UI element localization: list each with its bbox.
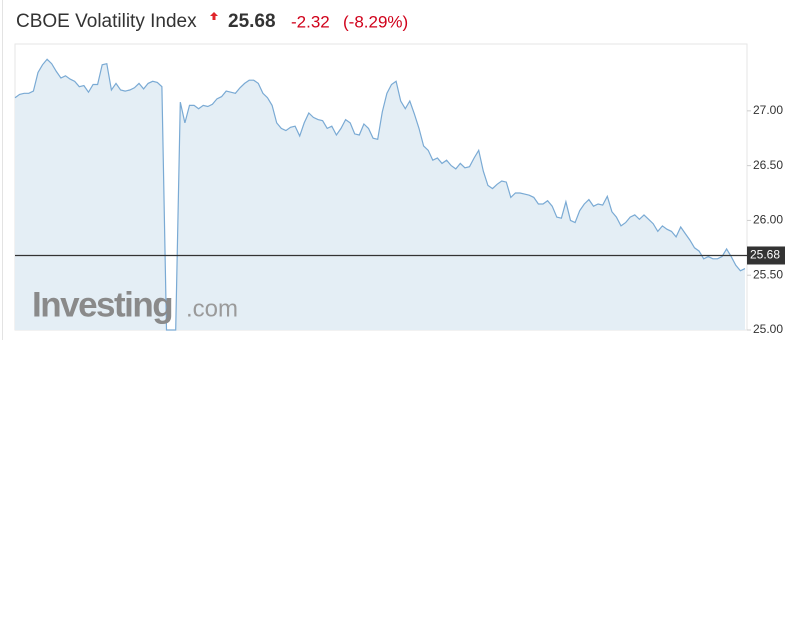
y-tick-label: 25.50 — [753, 267, 783, 281]
plot — [14, 58, 746, 331]
change: -2.32 — [291, 12, 330, 31]
last-price-label: 25.68 — [750, 248, 780, 262]
watermark-suffix: .com — [186, 295, 238, 322]
last-price: 25.68 — [228, 11, 276, 32]
y-tick-label: 27.00 — [753, 103, 783, 117]
watermark-brand: Investing — [32, 285, 172, 324]
y-tick-label: 25.00 — [753, 322, 783, 336]
line — [14, 58, 746, 331]
change-arrow — [210, 12, 218, 20]
chart-title: CBOE Volatility Index — [16, 11, 197, 32]
last-price-tag — [747, 246, 785, 265]
y-tick-label: 26.50 — [753, 158, 783, 172]
y-tick-label: 26.00 — [753, 213, 783, 227]
change-pct: (-8.29%) — [343, 12, 408, 31]
area — [15, 59, 745, 331]
